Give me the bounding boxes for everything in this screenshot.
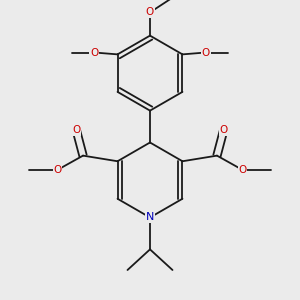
Text: O: O [202,47,210,58]
Text: N: N [146,212,154,223]
Text: O: O [238,165,247,175]
Text: O: O [72,125,80,135]
Text: O: O [53,165,62,175]
Text: O: O [90,47,98,58]
Text: O: O [220,125,228,135]
Text: O: O [146,8,154,17]
